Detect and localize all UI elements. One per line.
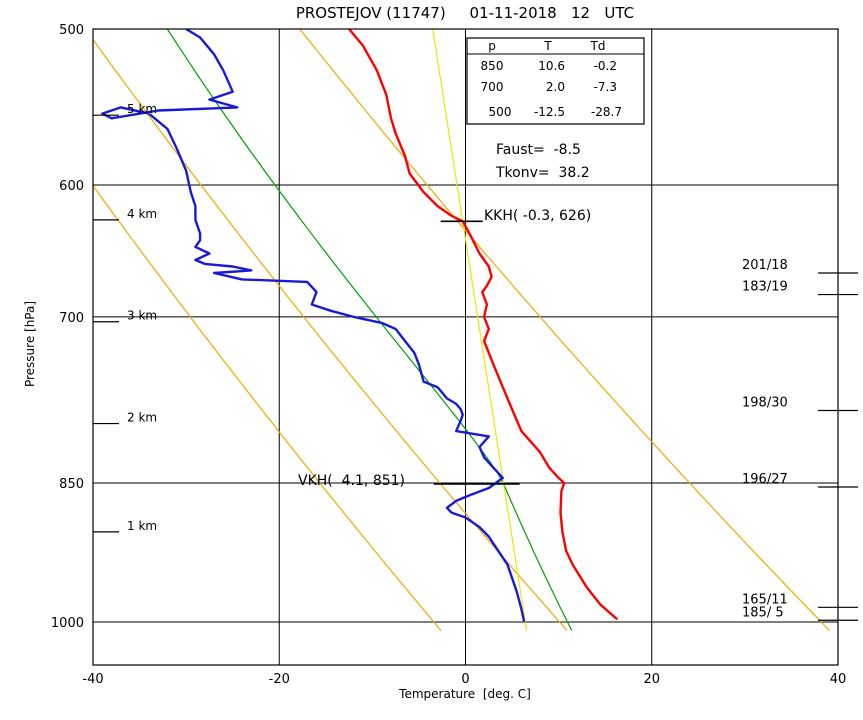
faust-value: Faust= -8.5	[496, 142, 581, 158]
plot-frame	[92, 28, 839, 666]
height-label: 5 km	[127, 102, 157, 116]
x-tick-label: -40	[82, 672, 103, 687]
x-tick-labels: -40 -20 0 20 40	[82, 672, 846, 687]
x-tick-label: -20	[269, 672, 290, 687]
table-header-t: T	[543, 39, 552, 53]
height-label: 1 km	[127, 519, 157, 533]
table-cell: 500	[489, 105, 512, 119]
data-table: p T Td 850 10.6 -0.2 700 2.0 -7.3 500 -1…	[466, 37, 645, 125]
table-header-td: Td	[590, 39, 606, 53]
grid	[93, 29, 838, 665]
y-tick-label: 500	[59, 23, 84, 38]
wind-label: 165/11	[742, 592, 788, 607]
table-cell: 850	[481, 59, 504, 73]
wind-label: 198/30	[742, 396, 788, 411]
table-header-p: p	[488, 39, 496, 53]
wind-label: 185/ 5	[742, 605, 784, 620]
plot-lines	[93, 29, 830, 631]
wind-label: 201/18	[742, 258, 788, 273]
height-labels: 5 km 4 km 3 km 2 km 1 km	[93, 102, 157, 533]
chart-title: PROSTEJOV (11747) 01-11-2018 12 UTC	[296, 4, 634, 22]
x-tick-label: 20	[643, 672, 660, 687]
table-cell: -28.7	[591, 105, 622, 119]
plot-annotations	[433, 220, 520, 485]
height-label: 3 km	[127, 309, 157, 323]
dry-adiabat-line	[299, 29, 830, 631]
x-tick-label: 0	[461, 672, 469, 687]
dry-adiabat-line	[93, 184, 442, 631]
wind-label: 196/27	[742, 472, 788, 487]
x-axis-label: Temperature [deg. C]	[398, 687, 531, 701]
height-label: 2 km	[127, 411, 157, 425]
y-tick-label: 700	[59, 311, 84, 326]
mixing-ratio-line	[432, 29, 528, 631]
y-tick-label: 600	[59, 179, 84, 194]
y-tick-labels: 500 600 700 850 1000	[51, 23, 84, 631]
y-tick-label: 1000	[51, 616, 84, 631]
wind-label: 183/19	[742, 280, 788, 295]
height-label: 4 km	[127, 207, 157, 221]
table-frame	[466, 37, 645, 125]
table-cell: -12.5	[534, 105, 565, 119]
temperature-profile-line	[348, 29, 619, 621]
vkh-label: VKH( 4.1, 851)	[298, 473, 405, 489]
moist-adiabat-line	[166, 29, 573, 631]
tkonv-value: Tkonv= 38.2	[495, 165, 590, 181]
kkh-label: KKH( -0.3, 626)	[484, 208, 591, 224]
table-cell: 2.0	[546, 80, 565, 94]
table-cell: -0.2	[594, 59, 617, 73]
y-tick-label: 850	[59, 477, 84, 492]
y-axis-label: Pressure [hPa]	[23, 301, 37, 387]
dewpoint-profile-line	[101, 29, 526, 623]
table-cell: -7.3	[594, 80, 617, 94]
table-cell: 700	[481, 80, 504, 94]
x-tick-label: 40	[830, 672, 847, 687]
table-cell: 10.6	[538, 59, 565, 73]
